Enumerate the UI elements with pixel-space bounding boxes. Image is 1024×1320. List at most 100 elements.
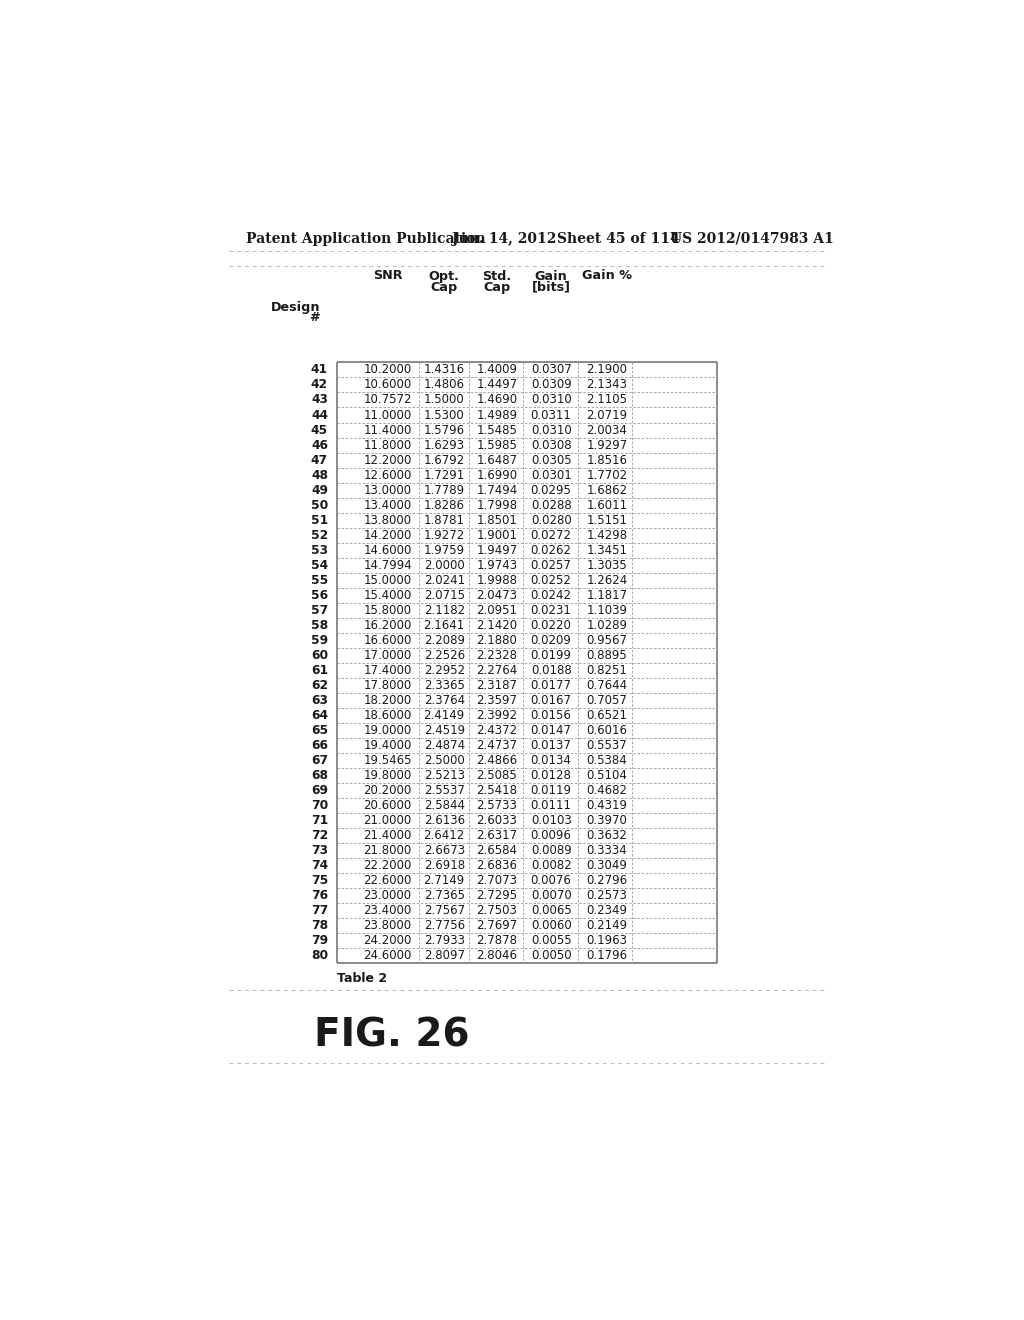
Text: 2.2328: 2.2328 bbox=[476, 648, 517, 661]
Text: 0.6016: 0.6016 bbox=[587, 723, 628, 737]
Text: 0.0262: 0.0262 bbox=[530, 544, 571, 557]
Text: 0.0082: 0.0082 bbox=[530, 859, 571, 873]
Text: 0.0119: 0.0119 bbox=[530, 784, 571, 797]
Text: 2.3764: 2.3764 bbox=[424, 694, 465, 706]
Text: 1.7789: 1.7789 bbox=[424, 483, 465, 496]
Text: 2.8097: 2.8097 bbox=[424, 949, 465, 962]
Text: 21.4000: 21.4000 bbox=[364, 829, 412, 842]
Text: 1.6487: 1.6487 bbox=[476, 454, 517, 466]
Text: 2.6836: 2.6836 bbox=[476, 859, 517, 873]
Text: 0.2796: 0.2796 bbox=[587, 874, 628, 887]
Text: 2.4372: 2.4372 bbox=[476, 723, 517, 737]
Text: 1.6792: 1.6792 bbox=[424, 454, 465, 466]
Text: 0.0103: 0.0103 bbox=[530, 814, 571, 826]
Text: 10.7572: 10.7572 bbox=[364, 393, 412, 407]
Text: 22.2000: 22.2000 bbox=[364, 859, 412, 873]
Text: 2.1641: 2.1641 bbox=[424, 619, 465, 632]
Text: 11.4000: 11.4000 bbox=[364, 424, 412, 437]
Text: 76: 76 bbox=[311, 888, 328, 902]
Text: 1.9272: 1.9272 bbox=[424, 528, 465, 541]
Text: 1.6862: 1.6862 bbox=[587, 483, 628, 496]
Text: 1.8781: 1.8781 bbox=[424, 513, 465, 527]
Text: 42: 42 bbox=[311, 379, 328, 392]
Text: Cap: Cap bbox=[430, 281, 458, 294]
Text: 1.2624: 1.2624 bbox=[587, 574, 628, 586]
Text: 0.0089: 0.0089 bbox=[530, 843, 571, 857]
Text: 14.6000: 14.6000 bbox=[364, 544, 412, 557]
Text: 0.0272: 0.0272 bbox=[530, 528, 571, 541]
Text: 2.7756: 2.7756 bbox=[424, 919, 465, 932]
Text: 0.0311: 0.0311 bbox=[530, 408, 571, 421]
Text: 2.7567: 2.7567 bbox=[424, 904, 465, 917]
Text: 2.3365: 2.3365 bbox=[424, 678, 465, 692]
Text: 0.5384: 0.5384 bbox=[587, 754, 628, 767]
Text: 48: 48 bbox=[311, 469, 328, 482]
Text: 2.5844: 2.5844 bbox=[424, 799, 465, 812]
Text: 80: 80 bbox=[311, 949, 328, 962]
Text: 0.0257: 0.0257 bbox=[530, 558, 571, 572]
Text: 2.1343: 2.1343 bbox=[587, 379, 628, 392]
Text: 0.1796: 0.1796 bbox=[587, 949, 628, 962]
Text: 64: 64 bbox=[311, 709, 328, 722]
Text: 1.9297: 1.9297 bbox=[587, 438, 628, 451]
Text: 2.7503: 2.7503 bbox=[476, 904, 517, 917]
Text: 66: 66 bbox=[311, 739, 328, 752]
Text: 52: 52 bbox=[310, 528, 328, 541]
Text: 0.7057: 0.7057 bbox=[587, 694, 628, 706]
Text: 23.4000: 23.4000 bbox=[364, 904, 412, 917]
Text: 16.2000: 16.2000 bbox=[364, 619, 412, 632]
Text: 0.0076: 0.0076 bbox=[530, 874, 571, 887]
Text: 2.5213: 2.5213 bbox=[424, 768, 465, 781]
Text: 1.1039: 1.1039 bbox=[587, 603, 628, 616]
Text: 14.2000: 14.2000 bbox=[364, 528, 412, 541]
Text: 50: 50 bbox=[310, 499, 328, 512]
Text: Gain %: Gain % bbox=[582, 269, 632, 282]
Text: 74: 74 bbox=[311, 859, 328, 873]
Text: 1.7998: 1.7998 bbox=[476, 499, 517, 512]
Text: 1.5796: 1.5796 bbox=[424, 424, 465, 437]
Text: 0.3632: 0.3632 bbox=[587, 829, 628, 842]
Text: 2.2952: 2.2952 bbox=[424, 664, 465, 677]
Text: 10.6000: 10.6000 bbox=[364, 379, 412, 392]
Text: 0.3970: 0.3970 bbox=[587, 814, 628, 826]
Text: 17.4000: 17.4000 bbox=[364, 664, 412, 677]
Text: 2.5418: 2.5418 bbox=[476, 784, 517, 797]
Text: 20.6000: 20.6000 bbox=[364, 799, 412, 812]
Text: 2.6918: 2.6918 bbox=[424, 859, 465, 873]
Text: 45: 45 bbox=[311, 424, 328, 437]
Text: 0.0301: 0.0301 bbox=[530, 469, 571, 482]
Text: 54: 54 bbox=[311, 558, 328, 572]
Text: 2.7149: 2.7149 bbox=[424, 874, 465, 887]
Text: 0.5104: 0.5104 bbox=[587, 768, 628, 781]
Text: 0.0309: 0.0309 bbox=[530, 379, 571, 392]
Text: 0.0199: 0.0199 bbox=[530, 648, 571, 661]
Text: 1.3035: 1.3035 bbox=[587, 558, 628, 572]
Text: 0.2149: 0.2149 bbox=[587, 919, 628, 932]
Text: 12.2000: 12.2000 bbox=[364, 454, 412, 466]
Text: Gain: Gain bbox=[535, 271, 567, 282]
Text: 0.0310: 0.0310 bbox=[530, 393, 571, 407]
Text: 17.0000: 17.0000 bbox=[364, 648, 412, 661]
Text: 0.0231: 0.0231 bbox=[530, 603, 571, 616]
Text: 0.0070: 0.0070 bbox=[530, 888, 571, 902]
Text: Sheet 45 of 114: Sheet 45 of 114 bbox=[557, 231, 680, 246]
Text: 10.2000: 10.2000 bbox=[364, 363, 412, 376]
Text: 70: 70 bbox=[310, 799, 328, 812]
Text: 72: 72 bbox=[310, 829, 328, 842]
Text: 2.7933: 2.7933 bbox=[424, 935, 465, 946]
Text: 11.8000: 11.8000 bbox=[364, 438, 412, 451]
Text: 1.5151: 1.5151 bbox=[587, 513, 628, 527]
Text: 0.2573: 0.2573 bbox=[587, 888, 628, 902]
Text: 2.3597: 2.3597 bbox=[476, 694, 517, 706]
Text: Opt.: Opt. bbox=[429, 271, 460, 282]
Text: 0.0308: 0.0308 bbox=[530, 438, 571, 451]
Text: 1.4009: 1.4009 bbox=[476, 363, 517, 376]
Text: 0.0188: 0.0188 bbox=[530, 664, 571, 677]
Text: 2.0951: 2.0951 bbox=[476, 603, 517, 616]
Text: 24.2000: 24.2000 bbox=[364, 935, 412, 946]
Text: 2.3992: 2.3992 bbox=[476, 709, 517, 722]
Text: 21.0000: 21.0000 bbox=[364, 814, 412, 826]
Text: 24.6000: 24.6000 bbox=[364, 949, 412, 962]
Text: 0.1963: 0.1963 bbox=[587, 935, 628, 946]
Text: Table 2: Table 2 bbox=[337, 973, 387, 985]
